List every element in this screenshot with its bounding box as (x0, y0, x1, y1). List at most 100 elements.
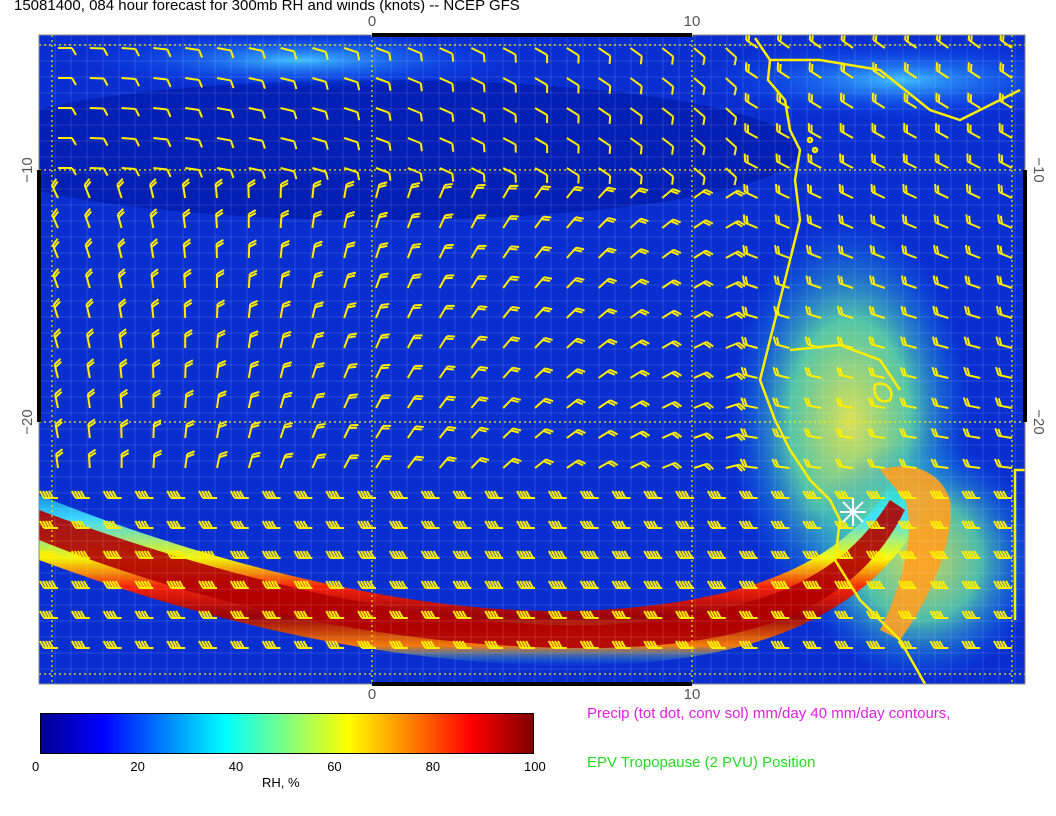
wind-barb (117, 268, 126, 289)
wind-barb (661, 461, 683, 470)
wind-barb (375, 137, 392, 151)
wind-barb (643, 610, 663, 619)
wind-barb (438, 243, 454, 259)
wind-barb (407, 167, 423, 182)
wind-barb (279, 300, 291, 319)
wind-barb (185, 167, 203, 178)
wind-barb (706, 550, 726, 559)
wind-barb (89, 77, 109, 87)
wind-barb (742, 244, 758, 259)
wind-barb (965, 214, 981, 229)
wind-barb (806, 214, 822, 229)
wind-barb (153, 47, 172, 58)
wind-barb (102, 610, 122, 619)
wind-barb (51, 238, 60, 259)
wind-barb (182, 238, 192, 259)
wind-barb (229, 490, 249, 499)
wind-barb (86, 388, 96, 409)
wind-barb (439, 167, 455, 182)
wind-barb (933, 214, 949, 229)
wind-barb (311, 240, 323, 259)
wind-barb (740, 366, 758, 379)
wind-barb (967, 62, 981, 79)
wind-barb (375, 167, 392, 181)
wind-barb (629, 369, 650, 379)
wind-barb (420, 550, 440, 559)
wind-barb (993, 490, 1012, 499)
wind-barb (534, 107, 549, 124)
wind-barb (738, 610, 758, 619)
location-marker (840, 498, 866, 526)
wind-barb (611, 520, 631, 529)
wind-barb (375, 424, 392, 439)
wind-barb (808, 62, 822, 79)
wind-barb (279, 330, 292, 349)
wind-barb (930, 427, 949, 439)
wind-barb (406, 273, 422, 289)
wind-barb (51, 208, 60, 229)
wind-barb (579, 610, 599, 619)
wind-barb (995, 336, 1013, 349)
wind-barb (661, 340, 682, 349)
wind-barb (566, 137, 580, 154)
wind-barb (484, 550, 504, 559)
wind-barb (566, 276, 585, 289)
wind-barb (839, 92, 854, 109)
wind-barb (121, 107, 140, 117)
wind-barb (725, 280, 746, 289)
wind-barb (899, 366, 917, 379)
wind-barb (312, 77, 329, 90)
wind-barb (870, 153, 886, 169)
wind-barb (311, 331, 325, 349)
wind-barb (995, 366, 1013, 379)
wind-barb (693, 249, 714, 259)
wind-barb (597, 186, 617, 199)
wind-barb (343, 302, 357, 319)
wind-barb (120, 418, 129, 439)
wind-barb (121, 137, 140, 147)
wind-barb (452, 640, 472, 649)
wind-barb (598, 368, 618, 379)
wind-barb (375, 242, 389, 259)
wind-barb (375, 333, 390, 349)
wind-barb (902, 183, 918, 199)
wind-barb (994, 458, 1013, 469)
wind-barb (598, 460, 619, 469)
wind-barb (804, 366, 822, 379)
wind-barb (999, 62, 1013, 79)
wind-barb (675, 640, 694, 649)
wind-barb (534, 276, 553, 289)
wind-barb (58, 77, 77, 86)
wind-barb (725, 372, 746, 381)
wind-barb (388, 490, 408, 499)
wind-barb (83, 178, 92, 199)
wind-barb (629, 248, 650, 259)
wind-barb (870, 183, 886, 199)
wind-barb (963, 366, 981, 379)
lat-lon-grid (39, 35, 1025, 684)
wind-barb (502, 366, 521, 379)
wind-barb (388, 580, 408, 589)
wind-barb (566, 307, 585, 319)
wind-barb (247, 299, 259, 319)
wind-barb (229, 550, 249, 559)
wind-barb (375, 272, 389, 289)
wind-barb (997, 214, 1013, 229)
wind-barb (725, 167, 738, 186)
wind-barb (547, 610, 567, 619)
wind-barb (897, 490, 917, 499)
wind-barb (375, 394, 391, 409)
tropopause-legend: EPV Tropopause (2 PVU) Position (587, 754, 816, 771)
wind-barb (343, 137, 361, 151)
wind-barb (357, 610, 376, 619)
wind-barb (58, 107, 77, 116)
wind-barb (470, 183, 486, 199)
wind-barb (661, 47, 675, 65)
wind-barb (802, 550, 822, 559)
wind-barb (470, 456, 490, 469)
wind-barb (547, 640, 567, 649)
wind-barb (516, 610, 535, 619)
wind-barb (900, 275, 917, 289)
wind-barb (184, 389, 194, 409)
wind-barb (420, 610, 440, 619)
